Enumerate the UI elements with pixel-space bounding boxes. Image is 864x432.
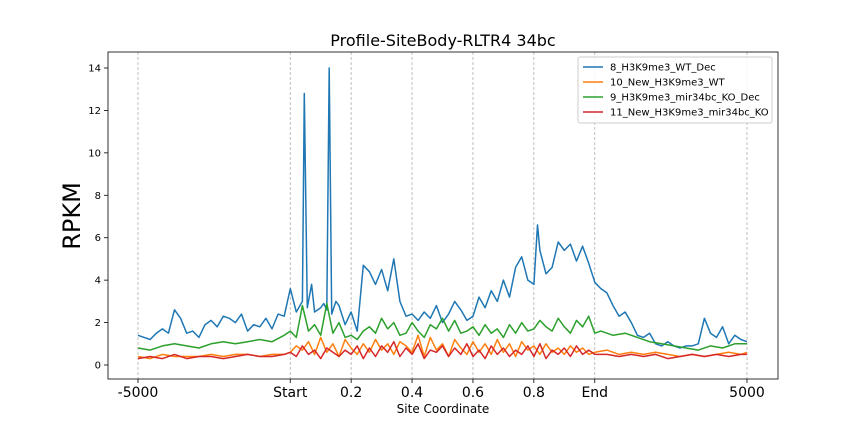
legend-label: 8_H3K9me3_WT_Dec [610, 63, 716, 74]
legend: 8_H3K9me3_WT_Dec 10_New_H3K9me3_WT 9_H3K9m… [577, 56, 773, 124]
series-lines [137, 67, 748, 360]
y-axis-ticks: 0 2 4 6 8 10 12 14 [88, 64, 108, 372]
x-axis-ticks: -5000 Start 0.2 0.4 0.6 0.8 End 5000 [118, 379, 765, 401]
plot-frame [107, 51, 779, 380]
legend-label: 11_New_H3K9me3_mir34bc_KO [610, 108, 769, 119]
legend-frame [577, 56, 773, 124]
legend-label: 10_New_H3K9me3_WT [610, 78, 725, 89]
y-axis-label: RPKM [58, 182, 86, 250]
x-tick-label: 0.6 [462, 385, 484, 401]
x-tick-label: 0.8 [523, 385, 545, 401]
x-tick-label: -5000 [118, 385, 159, 401]
y-tick-label: 8 [95, 191, 101, 202]
x-tick-label: End [581, 385, 608, 401]
x-tick-label: 0.2 [340, 385, 362, 401]
y-tick-label: 2 [95, 318, 101, 329]
series-line-4 [137, 340, 747, 360]
y-tick-label: 6 [95, 233, 101, 244]
y-tick-label: 14 [88, 64, 101, 75]
x-tick-label: Start [273, 385, 308, 401]
legend-label: 9_H3K9me3_mir34bc_KO_Dec [610, 93, 760, 104]
x-axis-label: Site Coordinate [397, 402, 490, 416]
series-line-1 [137, 67, 748, 349]
x-tick-label: 0.4 [401, 385, 423, 401]
series-line-3 [137, 302, 747, 351]
y-tick-label: 12 [88, 106, 101, 117]
y-tick-label: 0 [95, 361, 101, 372]
y-tick-label: 10 [88, 148, 101, 159]
gridlines [137, 52, 748, 379]
chart-title: Profile-SiteBody-RLTR4 34bc [330, 31, 555, 50]
x-tick-label: 5000 [729, 385, 765, 401]
y-tick-label: 4 [95, 276, 101, 287]
